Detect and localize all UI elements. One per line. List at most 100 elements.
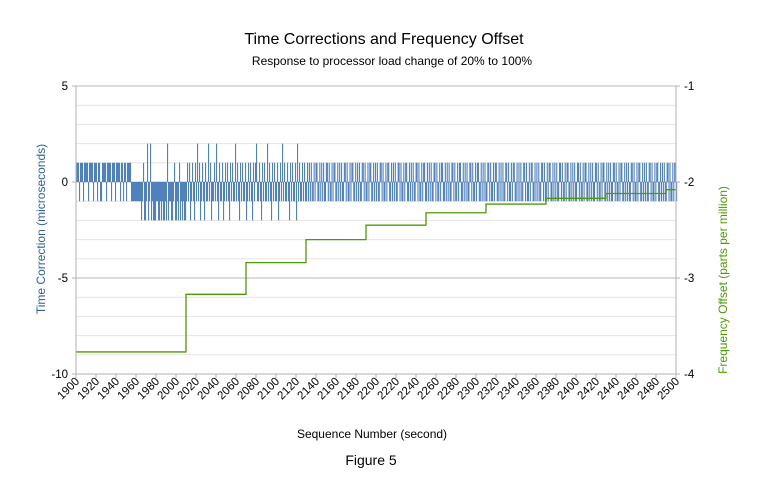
time-correction-bar xyxy=(151,182,153,221)
x-tick-label: 2500 xyxy=(656,376,683,403)
time-correction-bar xyxy=(195,162,197,182)
time-correction-bar xyxy=(302,162,304,182)
time-correction-bar xyxy=(250,162,252,182)
x-tick-label: 2020 xyxy=(176,376,203,403)
left-tick-label: -10 xyxy=(51,369,68,381)
time-correction-bar xyxy=(117,162,119,182)
time-correction-bar xyxy=(223,182,225,221)
time-correction-bar xyxy=(645,162,647,182)
time-correction-bar xyxy=(256,143,258,182)
time-correction-bar xyxy=(106,182,108,202)
time-correction-bar xyxy=(216,143,218,182)
time-correction-bar xyxy=(555,182,557,202)
time-correction-bar xyxy=(418,162,420,182)
time-correction-bar xyxy=(326,162,328,182)
time-correction-bar xyxy=(82,162,84,182)
right-axis-title: Frequency Offset (parts per million) xyxy=(716,186,730,374)
time-correction-bar xyxy=(171,182,173,221)
time-correction-bar xyxy=(663,162,665,182)
time-correction-bar xyxy=(452,162,454,182)
time-correction-bar xyxy=(606,162,608,182)
time-correction-bar xyxy=(660,162,662,182)
time-correction-bar xyxy=(362,162,364,182)
time-correction-bar xyxy=(435,182,437,202)
time-correction-bar xyxy=(119,162,121,182)
time-correction-bar xyxy=(332,182,334,202)
time-correction-bar xyxy=(654,162,656,182)
time-correction-bar xyxy=(325,162,327,182)
time-correction-bar xyxy=(666,162,668,182)
time-correction-bar xyxy=(524,162,526,182)
time-correction-bar xyxy=(564,162,566,182)
time-correction-bar xyxy=(147,143,149,182)
time-correction-bar xyxy=(497,182,499,202)
time-correction-bar xyxy=(495,162,497,182)
left-axis-title: Time Correction (microseconds) xyxy=(34,144,48,314)
time-correction-bar xyxy=(607,182,609,202)
time-correction-bar xyxy=(623,182,625,202)
time-correction-bar xyxy=(638,162,640,182)
time-correction-bar xyxy=(221,182,223,202)
time-correction-bar xyxy=(532,182,534,202)
right-tick-label: -2 xyxy=(684,177,694,189)
time-correction-bar xyxy=(124,162,126,182)
time-correction-bar xyxy=(231,182,233,202)
time-correction-bar xyxy=(300,182,302,202)
time-correction-bar xyxy=(150,143,152,182)
time-correction-bar xyxy=(484,162,486,182)
time-correction-bar xyxy=(384,182,386,202)
time-correction-bar xyxy=(474,182,476,202)
time-correction-bar xyxy=(445,182,447,202)
time-correction-bar xyxy=(311,182,313,202)
time-correction-bar xyxy=(112,162,114,182)
time-correction-bar xyxy=(414,182,416,202)
time-correction-bar xyxy=(162,182,164,202)
time-correction-bar xyxy=(385,162,387,182)
time-correction-bar xyxy=(579,162,581,182)
time-correction-bar xyxy=(412,162,414,182)
time-correction-bar xyxy=(644,182,647,202)
time-correction-bar xyxy=(99,162,101,182)
time-correction-bar xyxy=(552,162,554,182)
time-correction-bar xyxy=(501,182,503,202)
time-correction-bar xyxy=(227,162,229,182)
time-correction-bar xyxy=(197,143,199,182)
time-correction-bar xyxy=(567,162,569,182)
time-correction-bar xyxy=(316,162,318,182)
time-correction-bar xyxy=(648,162,650,182)
time-correction-bar xyxy=(491,182,493,202)
time-correction-bar xyxy=(122,162,124,182)
time-correction-bar xyxy=(378,182,380,202)
time-correction-bar xyxy=(626,182,629,202)
time-correction-bar xyxy=(575,182,577,202)
time-correction-bar xyxy=(190,182,192,221)
time-correction-bar xyxy=(513,162,515,182)
time-correction-bar xyxy=(275,182,277,202)
time-correction-bar xyxy=(213,182,215,202)
time-correction-bar xyxy=(572,162,574,182)
time-correction-bar xyxy=(397,162,399,182)
time-correction-bar xyxy=(525,162,528,182)
time-correction-bar xyxy=(519,182,521,202)
time-correction-bar xyxy=(413,182,415,202)
time-correction-bar xyxy=(490,162,492,182)
time-correction-bar xyxy=(489,182,491,202)
time-correction-bar xyxy=(503,182,505,202)
time-correction-bar xyxy=(92,162,94,182)
time-correction-bar xyxy=(584,162,586,182)
time-correction-bar xyxy=(517,182,519,202)
time-correction-bar xyxy=(278,182,280,221)
time-correction-bar xyxy=(198,182,200,202)
time-correction-bar xyxy=(486,182,488,202)
time-correction-bar xyxy=(97,182,99,202)
time-correction-bar xyxy=(309,182,311,202)
time-correction-bar xyxy=(126,182,128,202)
time-correction-bar xyxy=(430,162,432,182)
time-correction-bar xyxy=(592,182,595,202)
time-correction-bar xyxy=(279,182,281,202)
time-correction-bar xyxy=(160,182,162,202)
time-correction-bar xyxy=(315,162,317,182)
time-correction-bar xyxy=(492,162,495,182)
time-correction-bar xyxy=(85,162,87,182)
time-correction-bar xyxy=(401,182,403,202)
